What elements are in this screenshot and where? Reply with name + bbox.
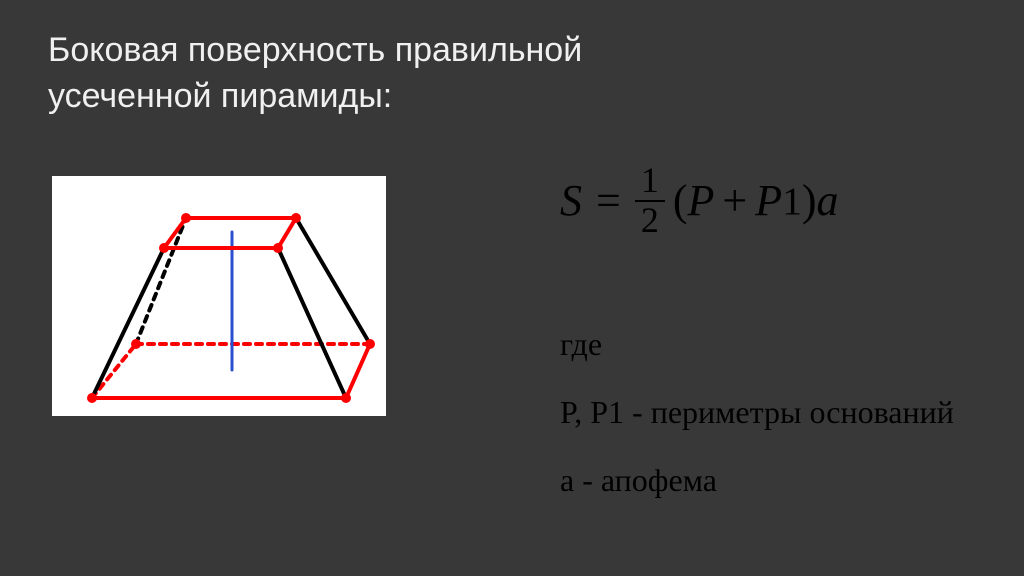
formula-lparen: ( (673, 175, 688, 226)
surface-area-formula: S = 1 2 ( P + P1 ) a (560, 162, 839, 240)
slide-title: Боковая поверхность правильной усеченной… (48, 28, 582, 120)
formula-P1-1: 1 (782, 178, 802, 224)
frustum-diagram (52, 176, 386, 416)
frustum-svg (52, 176, 386, 416)
frac-denominator: 2 (635, 202, 665, 240)
title-line-1: Боковая поверхность правильной (48, 31, 582, 69)
formula-P: P (687, 175, 714, 226)
formula-eq: = (596, 175, 621, 226)
formula-S: S (560, 175, 582, 226)
legend-perimeters: P, P1 - периметры оснований (560, 394, 954, 431)
formula-rparen: ) (802, 175, 817, 226)
legend-apothem: a - апофема (560, 462, 717, 499)
formula-P1-P: P (755, 175, 782, 226)
frac-numerator: 1 (635, 162, 665, 200)
formula-a: a (817, 175, 839, 226)
formula-plus: + (722, 175, 747, 226)
formula-fraction: 1 2 (635, 162, 665, 240)
title-line-2: усеченной пирамиды: (48, 77, 392, 115)
legend-where: где (560, 326, 602, 363)
